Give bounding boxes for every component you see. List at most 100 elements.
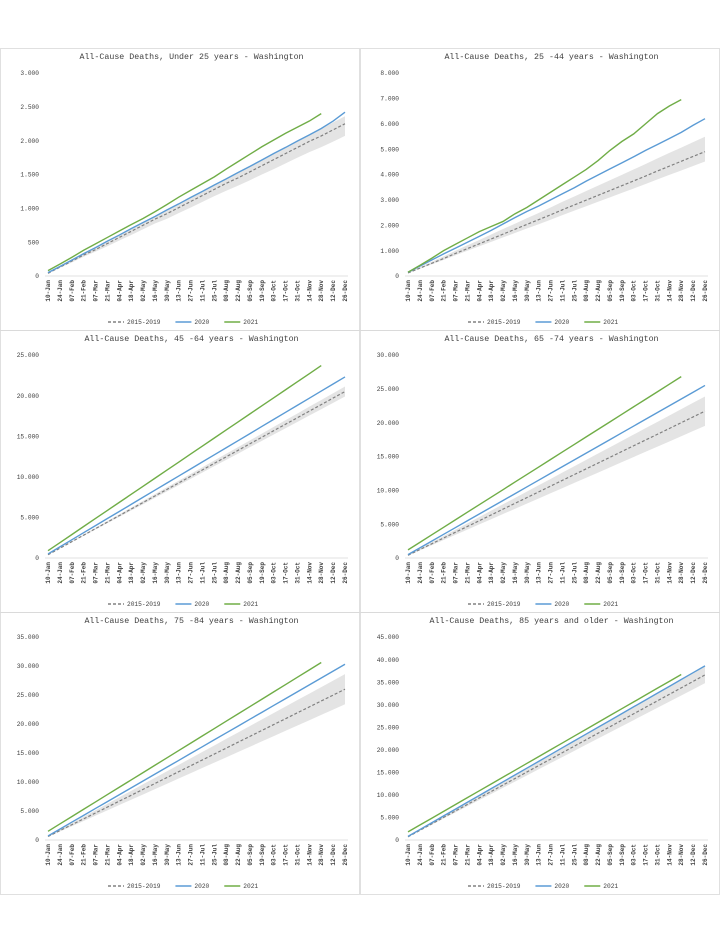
x-tick-label: 08-Aug: [223, 844, 230, 866]
x-tick-label: 19-Sep: [259, 844, 266, 866]
y-tick-label: 2.000: [20, 138, 39, 145]
x-tick-label: 22-Aug: [595, 280, 602, 302]
x-tick-label: 10-Jan: [405, 844, 412, 866]
x-tick-label: 17-Oct: [643, 562, 650, 584]
series-line: [407, 376, 682, 551]
x-tick-label: 16-May: [152, 562, 159, 584]
y-tick-label: 5.000: [20, 808, 39, 815]
x-tick-label: 26-Dec: [342, 562, 349, 584]
x-tick-label: 19-Sep: [259, 562, 266, 584]
x-tick-label: 24-Jan: [57, 844, 64, 866]
x-tick-label: 16-May: [512, 280, 519, 302]
y-tick-label: 10.000: [377, 488, 400, 495]
x-tick-label: 03-Oct: [271, 280, 278, 302]
x-tick-label: 05-Sep: [607, 280, 614, 302]
legend-label: 2020: [194, 319, 209, 326]
legend-label: 2015-2019: [127, 883, 161, 890]
y-tick-label: 3.000: [20, 70, 39, 77]
y-tick-label: 1.500: [20, 172, 39, 179]
x-tick-label: 02-May: [140, 562, 147, 584]
x-tick-label: 14-Nov: [306, 844, 313, 866]
x-tick-label: 28-Nov: [318, 280, 325, 302]
x-tick-label: 30-May: [164, 562, 171, 584]
legend-label: 2021: [243, 883, 258, 890]
series-line: [47, 113, 322, 272]
legend-label: 2015-2019: [127, 601, 161, 608]
panel: [0, 612, 360, 895]
y-tick-label: 15.000: [17, 750, 40, 757]
x-tick-label: 22-Aug: [595, 562, 602, 584]
x-tick-label: 14-Nov: [666, 844, 673, 866]
x-tick-label: 12-Dec: [330, 562, 337, 584]
y-tick-label: 3.000: [380, 197, 399, 204]
y-tick-label: 0: [35, 555, 39, 562]
x-tick-label: 21-Feb: [81, 280, 88, 302]
x-tick-label: 14-Nov: [666, 562, 673, 584]
x-tick-label: 21-Mar: [464, 562, 471, 584]
y-tick-label: 0: [395, 837, 399, 844]
legend-label: 2021: [603, 319, 618, 326]
x-tick-label: 24-Jan: [417, 844, 424, 866]
y-tick-label: 1.000: [380, 248, 399, 255]
y-tick-label: 0: [35, 273, 39, 280]
y-tick-label: 5.000: [380, 521, 399, 528]
y-tick-label: 5.000: [380, 815, 399, 822]
x-tick-label: 27-Jun: [188, 562, 195, 584]
chart-title: All-Cause Deaths, 65 -74 years - Washing…: [444, 334, 658, 344]
x-tick-label: 11-Jul: [559, 280, 566, 302]
legend-label: 2015-2019: [487, 601, 521, 608]
series-line: [47, 391, 346, 556]
x-tick-label: 16-May: [512, 562, 519, 584]
y-tick-label: 500: [28, 239, 39, 246]
y-tick-label: 35.000: [377, 679, 400, 686]
x-tick-label: 22-Aug: [235, 280, 242, 302]
legend-label: 2020: [194, 601, 209, 608]
x-tick-label: 03-Oct: [631, 844, 638, 866]
x-tick-label: 19-Sep: [619, 280, 626, 302]
x-tick-label: 07-Feb: [429, 562, 436, 584]
x-tick-label: 30-May: [524, 562, 531, 584]
x-tick-label: 04-Apr: [116, 562, 123, 584]
range-band: [48, 674, 345, 837]
series-line: [407, 118, 706, 273]
x-tick-label: 19-Sep: [619, 562, 626, 584]
x-tick-label: 05-Sep: [247, 280, 254, 302]
x-tick-label: 07-Mar: [93, 280, 100, 302]
y-tick-label: 8.000: [380, 70, 399, 77]
chart-title: All-Cause Deaths, 75 -84 years - Washing…: [84, 616, 298, 626]
x-tick-label: 14-Nov: [666, 280, 673, 302]
x-tick-label: 13-Jun: [176, 562, 183, 584]
x-tick-label: 17-Oct: [643, 844, 650, 866]
x-tick-label: 22-Aug: [235, 562, 242, 584]
x-tick-label: 16-May: [512, 844, 519, 866]
y-tick-label: 10.000: [17, 474, 40, 481]
x-tick-label: 24-Jan: [417, 280, 424, 302]
x-tick-label: 10-Jan: [405, 562, 412, 584]
series-line: [407, 673, 682, 833]
x-tick-label: 21-Mar: [464, 844, 471, 866]
x-tick-label: 18-Apr: [128, 562, 135, 584]
x-tick-label: 31-Oct: [294, 844, 301, 866]
x-tick-label: 08-Aug: [223, 562, 230, 584]
x-tick-label: 10-Jan: [405, 280, 412, 302]
x-tick-label: 14-Nov: [306, 562, 313, 584]
legend-label: 2021: [603, 601, 618, 608]
y-tick-label: 20.000: [17, 721, 40, 728]
x-tick-label: 24-Jan: [57, 280, 64, 302]
x-tick-label: 28-Nov: [678, 562, 685, 584]
x-tick-label: 13-Jun: [536, 280, 543, 302]
chart-title: All-Cause Deaths, 25 -44 years - Washing…: [444, 52, 658, 62]
y-tick-label: 4.000: [380, 172, 399, 179]
x-tick-label: 31-Oct: [294, 280, 301, 302]
legend-label: 2020: [554, 601, 569, 608]
x-tick-label: 07-Mar: [93, 562, 100, 584]
x-tick-label: 26-Dec: [702, 280, 709, 302]
x-tick-label: 02-May: [500, 280, 507, 302]
x-tick-label: 19-Sep: [619, 844, 626, 866]
x-tick-label: 16-May: [152, 844, 159, 866]
x-tick-label: 02-May: [140, 280, 147, 302]
x-tick-label: 31-Oct: [294, 562, 301, 584]
x-tick-label: 07-Feb: [69, 562, 76, 584]
y-tick-label: 20.000: [377, 420, 400, 427]
x-tick-label: 30-May: [164, 844, 171, 866]
